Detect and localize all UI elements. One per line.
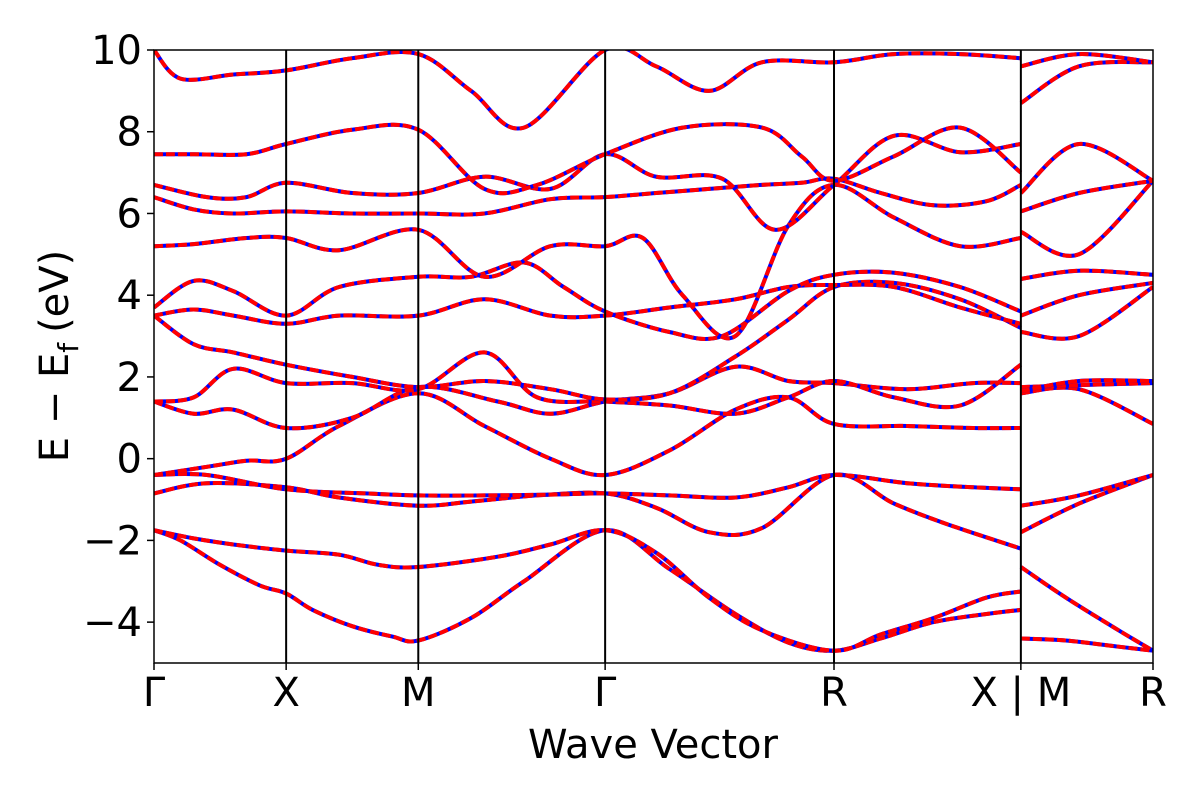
band-line-red — [154, 471, 1153, 508]
y-tick-label: 2 — [117, 355, 142, 401]
x-tick-label: R — [1139, 670, 1167, 716]
x-axis-ticks: Γ X M Γ R X | M R — [143, 663, 1167, 716]
y-axis-ticks: −4 −2 0 2 4 6 8 10 — [83, 28, 154, 646]
band-line-red — [154, 50, 1153, 131]
x-tick-label: M — [401, 670, 436, 716]
y-tick-label: 8 — [117, 110, 142, 156]
y-tick-label: 6 — [117, 191, 142, 237]
band-line-red — [154, 528, 1153, 653]
band-line-red — [154, 179, 1153, 341]
band-line-red — [154, 279, 1153, 402]
x-tick-label: Γ — [594, 670, 617, 716]
band-line-blue — [154, 472, 1153, 551]
band-line-blue — [154, 59, 1153, 196]
y-tick-label: −2 — [83, 518, 142, 564]
band-line-blue — [154, 528, 1153, 653]
band-line-red — [154, 132, 1153, 232]
y-axis-label: E − Ef (eV) — [32, 250, 85, 463]
y-tick-label: 4 — [117, 273, 142, 319]
high-symmetry-lines — [285, 50, 1022, 663]
band-line-red — [154, 385, 1153, 478]
plot-frame — [153, 49, 1154, 664]
band-line-blue — [154, 50, 1153, 131]
x-tick-label: R — [820, 670, 848, 716]
band-line-red — [154, 59, 1153, 196]
band-line-red — [154, 350, 1153, 416]
band-line-red — [154, 260, 1153, 341]
band-line-red — [154, 472, 1153, 551]
y-axis-label-sub: f — [52, 342, 85, 353]
band-line-blue — [154, 385, 1153, 478]
y-tick-label: 10 — [91, 28, 142, 74]
band-line-red — [154, 280, 1153, 326]
x-tick-label: X — [272, 670, 299, 716]
y-tick-label: −4 — [83, 600, 142, 646]
band-line-blue — [154, 132, 1153, 232]
band-line-blue — [154, 528, 1153, 653]
band-line-red — [154, 528, 1153, 653]
y-tick-label: 0 — [117, 437, 142, 483]
y-axis-label-unit: (eV) — [32, 250, 78, 333]
band-line-blue — [154, 179, 1153, 341]
x-tick-label: X | M — [970, 670, 1071, 716]
y-axis-label-main: E − E — [32, 353, 78, 463]
x-axis-label: Wave Vector — [528, 722, 779, 768]
band-lines — [154, 50, 1153, 653]
x-tick-label: Γ — [143, 670, 166, 716]
